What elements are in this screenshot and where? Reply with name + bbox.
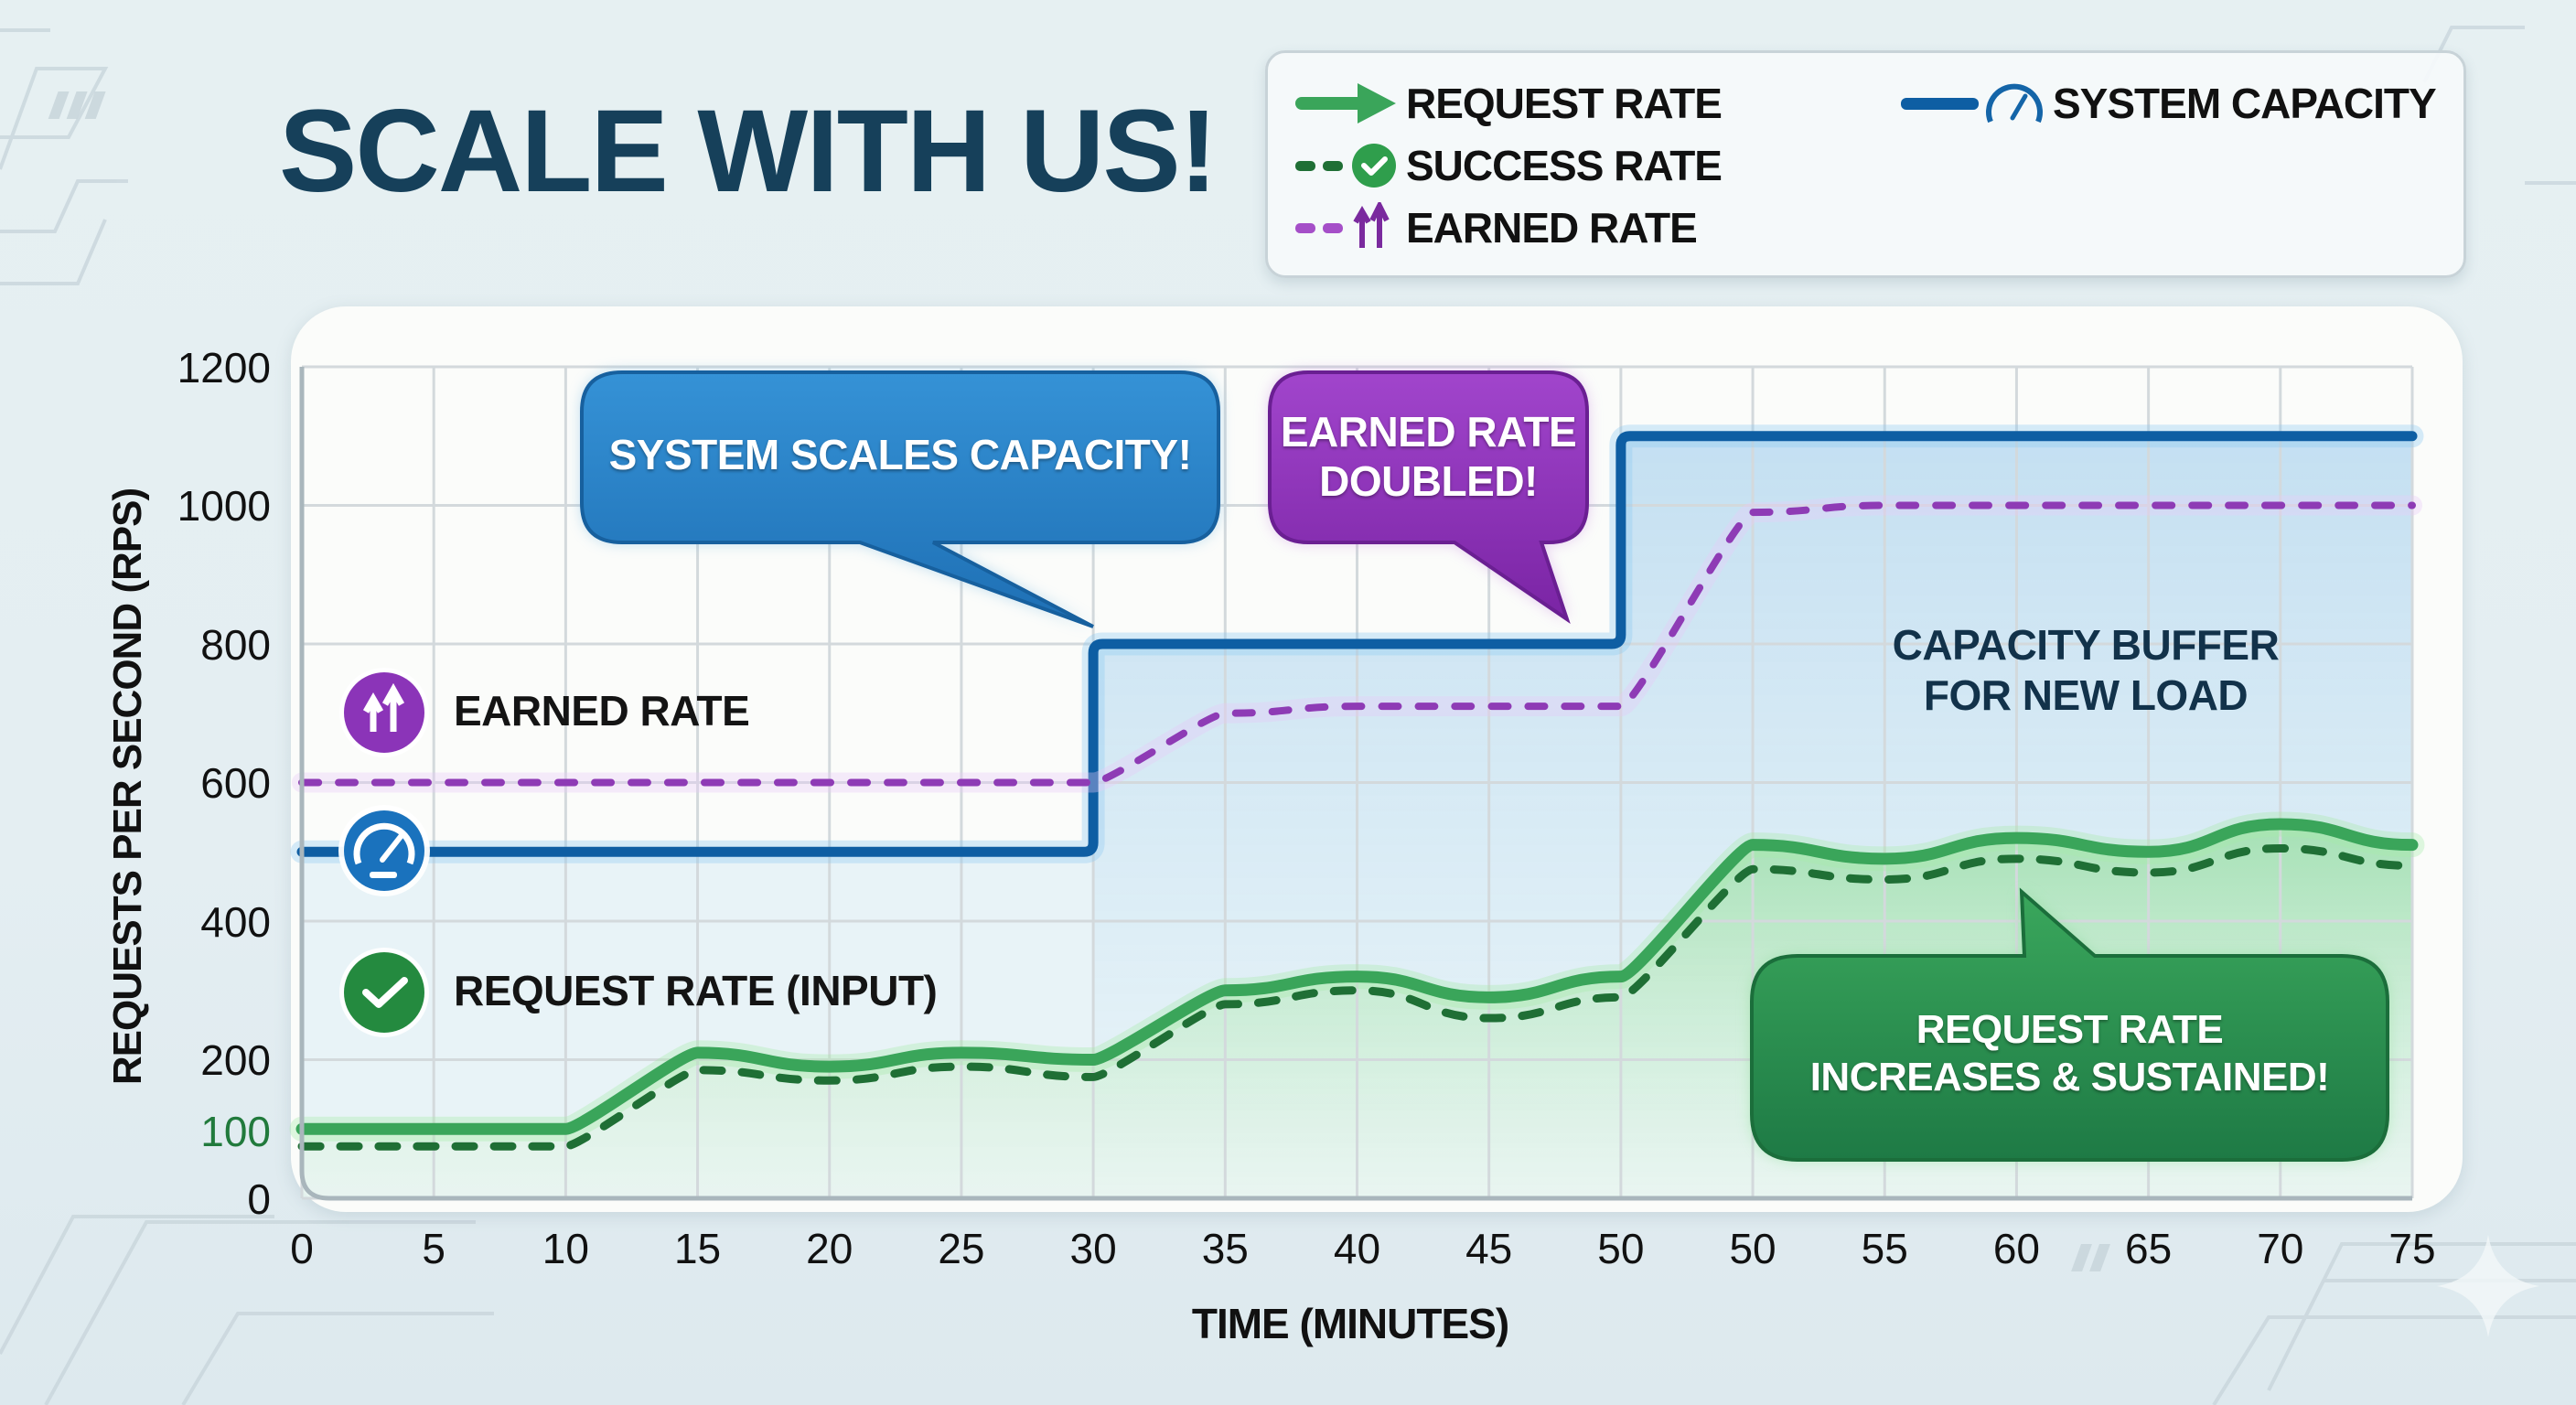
purple-double-up-arrow-icon [1295,202,1390,248]
x-tick: 5 [422,1225,445,1272]
callout-request-line1: REQUEST RATE [1916,1007,2224,1052]
earned-rate-badge-icon [339,668,429,757]
callout-earned-line2: DOUBLED! [1319,457,1538,506]
x-tick: 45 [1465,1225,1513,1272]
legend-label: EARNED RATE [1406,204,1698,252]
x-tick: 15 [673,1225,722,1272]
plot-axis-border [299,367,2412,1201]
legend-item-earned-rate: EARNED RATE [1293,202,1698,253]
callout-capacity-text: SYSTEM SCALES CAPACITY! [608,431,1192,478]
earned-rate-line [298,501,2416,787]
x-tick: 50 [1597,1225,1645,1272]
legend-label: SUCCESS RATE [1406,142,1723,189]
request-rate-line [295,818,2419,1135]
buffer-line2: FOR NEW LOAD [1923,671,2249,720]
y-tick: 100 [200,1108,271,1155]
y-tick: 200 [200,1036,271,1084]
chart-legend: REQUEST RATE SUCCESS RATE EARNED RATE SY… [1265,50,2466,278]
x-tick: 70 [2257,1225,2304,1272]
y-tick: 600 [200,759,271,807]
inline-label-earned: EARNED RATE [428,686,750,735]
y-tick: 0 [247,1175,271,1223]
x-tick: 65 [2125,1225,2173,1272]
x-tick: 30 [1069,1225,1117,1272]
callout-earned-line1: EARNED RATE [1280,408,1577,456]
legend-label: REQUEST RATE [1406,80,1723,127]
y-tick: 1200 [177,344,271,391]
callout-earned-doubled [1268,370,1589,624]
sparkle-icon [2437,1235,2539,1337]
green-arrow-right-icon [1295,83,1396,123]
inline-label-request: REQUEST RATE (INPUT) [428,966,938,1015]
legend-item-success-rate: SUCCESS RATE [1293,140,1723,191]
callout-request-text: REQUEST RATE INCREASES & SUSTAINED! [1752,1006,2388,1101]
page-title: SCALE WITH US! [279,86,1218,217]
callout-request-sustained [1750,887,2389,1162]
x-tick: 35 [1201,1225,1249,1272]
x-tick: 60 [1992,1225,2041,1272]
callout-request-line2: INCREASES & SUSTAINED! [1809,1054,2330,1099]
x-axis-label: TIME (MINUTES) [1191,1300,1509,1347]
check-badge-icon [339,948,429,1037]
x-tick: 0 [290,1225,314,1272]
y-axis-label: REQUESTS PER SECOND (RPS) [105,488,150,1086]
legend-item-system-capacity: SYSTEM CAPACITY [1899,78,2437,129]
green-check-circle-icon [1295,144,1396,188]
inline-label-earned-text: EARNED RATE [454,687,750,735]
x-tick: 55 [1861,1225,1908,1272]
y-tick: 400 [200,898,271,946]
y-tick: 1000 [177,482,271,530]
success-rate-line [297,843,2417,1151]
x-tick: 75 [2388,1225,2436,1272]
x-tick: 50 [1729,1225,1776,1272]
speedometer-badge-icon [338,805,430,896]
legend-label: SYSTEM CAPACITY [2053,80,2437,127]
y-tick: 800 [200,621,271,669]
x-tick: 25 [938,1225,985,1272]
x-tick: 40 [1333,1225,1381,1272]
inline-label-request-text: REQUEST RATE (INPUT) [454,967,938,1014]
callout-system-scales [580,370,1220,628]
callout-earned-text: EARNED RATE DOUBLED! [1270,407,1587,507]
system-capacity-line [296,431,2418,857]
capacity-buffer-annotation: CAPACITY BUFFER FOR NEW LOAD [1793,620,2378,721]
x-tick: 20 [806,1225,853,1272]
blue-speedometer-icon [1901,83,2043,123]
legend-item-request-rate: REQUEST RATE [1293,78,1723,129]
buffer-line1: CAPACITY BUFFER [1892,621,2280,669]
x-tick: 10 [542,1225,589,1272]
